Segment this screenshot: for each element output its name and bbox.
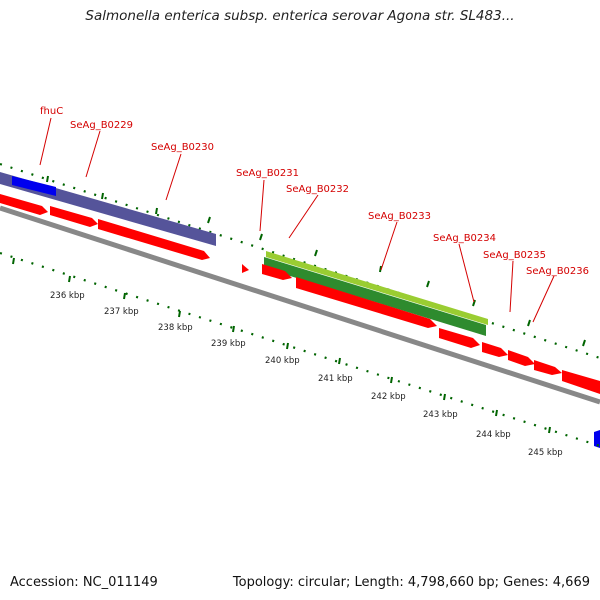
kbp-label: 239 kbp [211,339,246,349]
gene-label-fhuc: fhuC [40,106,63,117]
cds-arrow [534,360,562,375]
accession-text: Accession: NC_011149 [10,575,158,590]
kbp-label: 240 kbp [265,356,300,366]
backbone [0,205,600,405]
outer-major-ticks [46,175,586,347]
gene-label-seag-b0233: SeAg_B0233 [368,211,431,222]
cds-features [0,194,600,394]
map-title: Salmonella enterica subsp. enterica sero… [85,8,515,24]
cds-arrow [439,328,480,348]
cds-arrow [50,206,98,227]
cds-arrow [482,342,508,357]
blast-hit-green-dark [264,257,486,336]
blast-hit-green-light [266,251,488,325]
cds-arrow [296,277,437,328]
gene-label-seag-b0231: SeAg_B0231 [236,168,299,179]
topology-summary: Topology: circular; Length: 4,798,660 bp… [232,575,590,590]
kbp-label: 242 kbp [371,392,406,402]
gene-label-seag-b0232: SeAg_B0232 [286,184,349,195]
cds-arrow [262,264,292,280]
gene-label-seag-b0235: SeAg_B0235 [483,250,546,261]
kbp-label: 236 kbp [50,291,85,301]
gene-label-seag-b0236: SeAg_B0236 [526,266,589,277]
gene-label-seag-b0229: SeAg_B0229 [70,120,133,131]
kbp-label: 244 kbp [476,430,511,440]
cds-arrow [508,350,535,366]
cds-arrow [98,219,210,260]
kbp-label: 243 kbp [423,410,458,420]
blast-hit-blue-right [594,430,600,448]
kbp-label: 237 kbp [104,307,139,317]
gene-label-seag-b0230: SeAg_B0230 [151,142,214,153]
kbp-label: 245 kbp [528,448,563,458]
kbp-label: 238 kbp [158,323,193,333]
label-leaders [39,117,555,323]
cds-arrow [562,370,600,394]
kbp-label: 241 kbp [318,374,353,384]
blast-hit-blue [12,176,56,196]
cds-arrow [0,194,48,215]
inner-major-ticks [12,257,551,434]
gene-label-seag-b0234: SeAg_B0234 [433,233,496,244]
cds-arrow [242,264,249,273]
